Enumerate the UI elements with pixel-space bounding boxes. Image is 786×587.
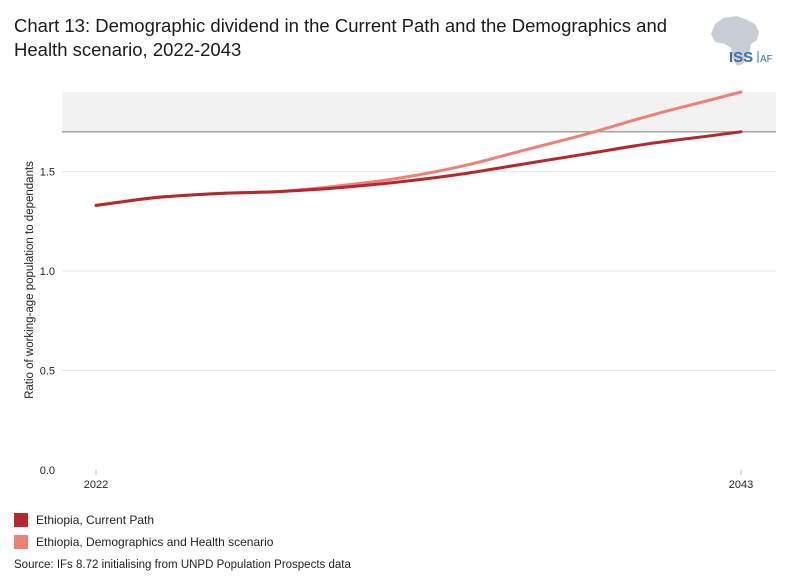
legend-label-dh-scenario: Ethiopia, Demographics and Health scenar…: [36, 535, 274, 549]
legend-swatch-dh-scenario: [14, 535, 28, 549]
y-tick-label: 0.5: [40, 366, 55, 378]
legend-item-dh-scenario[interactable]: Ethiopia, Demographics and Health scenar…: [14, 532, 273, 552]
source-note: Source: IFs 8.72 initialising from UNPD …: [14, 559, 351, 571]
x-tick-label: 2022: [84, 479, 108, 491]
y-tick-label: 1.5: [40, 167, 55, 179]
legend-swatch-current-path: [14, 513, 28, 527]
legend: Ethiopia, Current Path Ethiopia, Demogra…: [14, 510, 273, 554]
logo-text-main: ISS: [729, 49, 753, 66]
chart-title: Chart 13: Demographic dividend in the Cu…: [14, 15, 668, 60]
logo-text-sub: AFI: [760, 54, 773, 65]
target-band: [62, 92, 776, 132]
y-tick-label: 1.0: [40, 266, 55, 278]
series-line-current-path: [94, 130, 743, 207]
x-tick-label: 2043: [729, 479, 753, 491]
iss-afi-logo: ISS AFI: [711, 16, 773, 66]
y-tick-label: 0.0: [40, 465, 55, 477]
legend-label-current-path: Ethiopia, Current Path: [36, 513, 155, 527]
africa-map-icon: [711, 16, 759, 66]
y-axis-label: Ratio of working-age population to depen…: [24, 161, 36, 399]
legend-item-current-path[interactable]: Ethiopia, Current Path: [14, 510, 273, 530]
